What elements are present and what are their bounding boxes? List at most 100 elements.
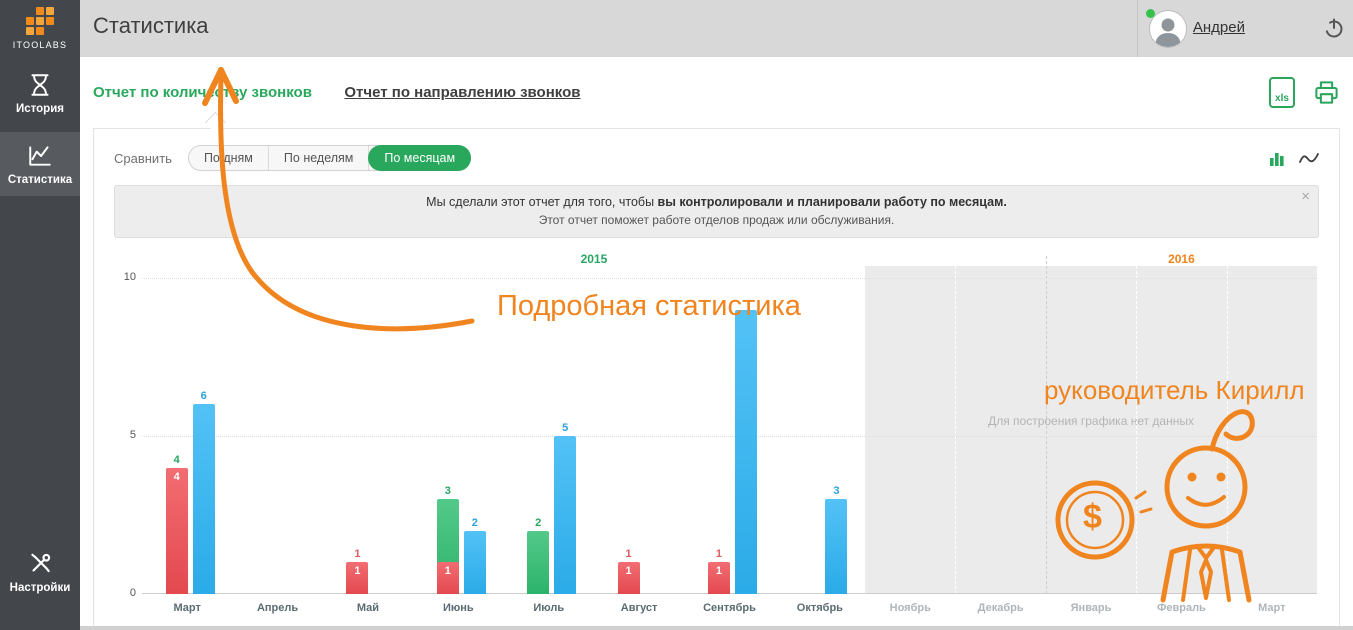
user-name-link[interactable]: Андрей <box>1192 19 1245 36</box>
bar-inner-value: 1 <box>444 565 451 578</box>
bar-inner-value: 1 <box>715 565 723 578</box>
bar-inner-value: 1 <box>625 565 632 578</box>
x-axis-label: Август <box>620 602 658 614</box>
print-icon[interactable] <box>1313 79 1340 106</box>
banner-line-2: Этот отчет поможет работе отделов продаж… <box>538 213 895 227</box>
bar-value-label: 2 <box>471 516 478 529</box>
bar-value-label: 2 <box>535 516 542 529</box>
xls-export-icon[interactable]: xls <box>1269 77 1295 108</box>
itoolabs-logo: ITOOLABS <box>0 0 80 54</box>
bar-inner-value: 1 <box>354 565 361 578</box>
bar-blue <box>463 530 486 594</box>
year-label-2016: 2016 <box>1168 252 1195 266</box>
x-axis-label: Сентябрь <box>703 602 756 614</box>
itoolabs-logo-text: ITOOLABS <box>12 40 68 50</box>
period-by-months[interactable]: По месяцам <box>368 145 472 171</box>
x-axis-label: Февраль <box>1156 602 1206 614</box>
bar-blue <box>734 309 757 594</box>
chart-month-column: 3 1 2 <box>413 278 503 594</box>
bar-blue <box>825 499 848 594</box>
x-axis-label: Ноябрь <box>889 602 931 614</box>
chart-month-column: 4 4 6 <box>142 278 232 594</box>
x-axis-label: Июнь <box>442 602 474 614</box>
bar-green <box>527 530 550 594</box>
bar-red: 4 <box>165 467 188 594</box>
period-by-days[interactable]: По дням <box>189 146 269 170</box>
year-divider-line <box>1045 256 1047 594</box>
no-data-message: Для построения графика нет данных <box>988 414 1194 428</box>
bar-value-label: 1 <box>625 548 632 561</box>
bar-value-label: 5 <box>562 422 569 434</box>
banner-line-1-bold: вы контролировали и планировали работу п… <box>657 195 1007 209</box>
sidebar-item-settings[interactable]: Настройки <box>0 540 80 604</box>
chart-month-column: 3 <box>775 278 865 594</box>
hourglass-icon <box>27 72 53 98</box>
bar-red: 1 <box>346 562 369 594</box>
y-axis-tick: 0 <box>129 587 136 599</box>
chart-month-column <box>1136 278 1226 594</box>
chart-month-column <box>1046 278 1136 594</box>
page-title: Статистика <box>93 13 209 38</box>
bar-value-label: 6 <box>200 390 207 403</box>
banner-line-1-text: Мы сделали этот отчет для того, чтобы <box>426 195 658 209</box>
bar-blue <box>554 436 577 594</box>
chart: 2015 2016 10 5 0 Для построения графика … <box>114 252 1319 624</box>
power-icon[interactable] <box>1323 17 1345 44</box>
tab-call-count-report[interactable]: Отчет по количеству звонков <box>93 84 312 101</box>
header-divider <box>1137 0 1138 57</box>
info-banner: Мы сделали этот отчет для того, чтобы вы… <box>114 185 1319 238</box>
compare-row: Сравнить По дням По неделям По месяцам <box>114 143 1319 173</box>
user-avatar[interactable] <box>1149 10 1187 48</box>
x-axis-label: Октябрь <box>796 602 843 614</box>
bar-inner-value: 4 <box>173 470 180 483</box>
banner-line-1: Мы сделали этот отчет для того, чтобы вы… <box>145 195 1288 209</box>
bar-blue <box>192 404 215 594</box>
gridline-5 <box>142 436 1317 437</box>
x-axis-label: Июль <box>533 602 565 614</box>
y-axis-tick: 10 <box>123 271 136 283</box>
tab-call-direction-report[interactable]: Отчет по направлению звонков <box>344 84 581 101</box>
sidebar-item-statistics[interactable]: Статистика <box>0 132 80 196</box>
no-data-column-separator <box>1136 266 1138 594</box>
y-axis-tick: 5 <box>129 429 136 441</box>
line-view-icon[interactable] <box>1299 151 1319 166</box>
report-tabs: Отчет по количеству звонков Отчет по нап… <box>93 77 1340 114</box>
x-axis-label: Март <box>173 602 201 614</box>
chart-month-column <box>1227 278 1317 594</box>
sidebar-item-history[interactable]: История <box>0 61 80 125</box>
compare-link[interactable]: Сравнить <box>114 150 172 166</box>
itoolabs-logo-icon <box>0 7 80 35</box>
year-label-2015: 2015 <box>580 252 608 266</box>
presence-dot <box>1146 9 1155 18</box>
bar-value-label: 4 <box>173 453 180 466</box>
chart-month-column <box>232 278 322 594</box>
bar-value-label: 3 <box>833 485 840 498</box>
bar-value-label: 1 <box>354 548 361 561</box>
sidebar-item-label: Статистика <box>7 173 73 186</box>
x-axis-label: Декабрь <box>977 602 1024 614</box>
sidebar: ITOOLABS История Статистика <box>0 0 80 630</box>
bar-value-label: 1 <box>715 548 723 561</box>
sidebar-item-label: Настройки <box>9 581 71 594</box>
chart-month-column <box>865 278 955 594</box>
no-data-column-separator <box>955 266 957 594</box>
period-by-weeks[interactable]: По неделям <box>269 146 370 170</box>
report-card: Сравнить По дням По неделям По месяцам <box>93 128 1340 627</box>
line-chart-icon <box>27 143 53 169</box>
tools-icon <box>27 551 53 577</box>
x-axis-label: Январь <box>1070 602 1112 614</box>
bar-red: 1 <box>617 562 640 594</box>
header: Статистика Андрей <box>80 0 1353 57</box>
bar-view-icon[interactable] <box>1269 151 1285 166</box>
bar-value-label: 3 <box>444 485 451 498</box>
period-segmented-control: По дням По неделям По месяцам <box>187 145 472 171</box>
close-icon[interactable]: × <box>1301 188 1310 205</box>
gridline-10 <box>142 278 1317 279</box>
bottom-edge-strip <box>80 626 1353 630</box>
bar-red: 1 <box>707 562 730 594</box>
